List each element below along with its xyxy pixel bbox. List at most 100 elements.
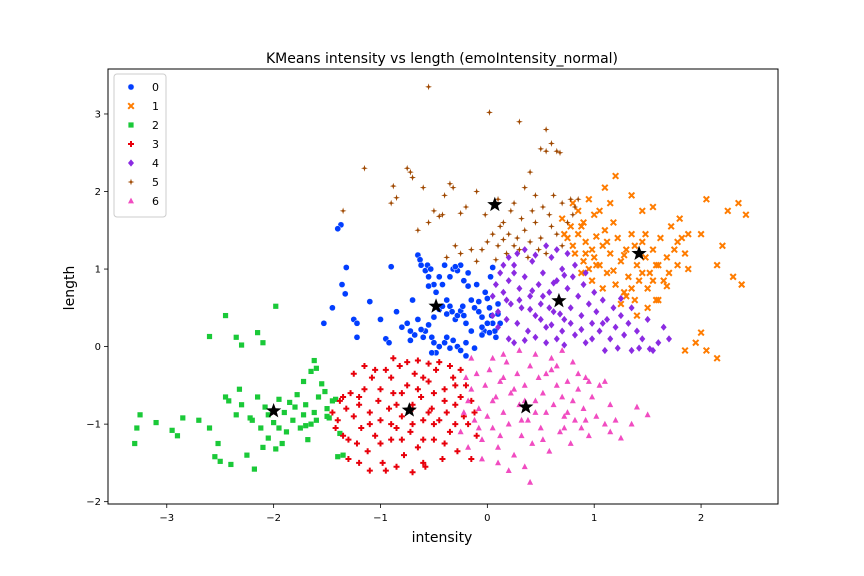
data-point [457,366,464,373]
data-point [527,305,534,313]
data-point [430,436,437,443]
data-point [499,219,507,226]
x-tick-label: 1 [591,513,597,524]
data-point [364,448,371,455]
x-axis: −3 −2 −1 0 1 2 [159,504,704,524]
data-point [614,344,621,352]
data-point [430,313,438,321]
data-point [646,345,653,353]
data-point [334,417,341,424]
data-point [403,319,411,327]
data-point [569,358,576,365]
data-point [441,191,448,199]
data-point [527,292,534,300]
data-point [588,246,596,254]
data-point [589,319,596,327]
data-point [729,273,737,281]
data-point [577,269,585,277]
legend-item: 2 [128,119,159,132]
data-point [590,211,598,219]
data-point [644,284,652,292]
data-point [473,432,480,439]
data-point [553,230,561,238]
data-point [684,265,692,273]
data-point [495,459,502,466]
data-point [646,269,654,277]
data-point [420,436,427,443]
data-point [559,327,566,335]
data-point [420,374,427,381]
data-point [593,412,600,419]
data-point [475,308,483,316]
data-point [499,236,507,243]
data-point [697,230,705,238]
data-point [311,409,317,416]
centroid-star-icon [551,292,567,308]
data-point [535,374,542,381]
data-point [473,188,481,195]
data-point [529,257,536,265]
data-point [596,207,604,215]
data-point [539,269,546,277]
legend-item: 6 [128,195,159,208]
data-point [409,469,416,476]
data-point [473,281,481,288]
data-point [452,401,459,408]
data-point [345,436,352,443]
data-point [543,409,550,415]
centroid-star-icon [518,399,534,414]
data-point [452,421,459,428]
data-point [457,428,464,435]
data-point [644,304,652,312]
data-point [641,253,650,261]
data-point [503,358,510,365]
data-point [393,308,400,316]
data-point [625,319,632,327]
data-point [416,256,424,264]
data-point [338,281,346,288]
data-point [497,378,504,384]
data-point [644,411,651,418]
data-point [428,349,436,357]
data-point [451,242,459,250]
data-point [375,397,382,404]
data-point [390,390,397,397]
data-point [471,409,478,416]
data-point [430,207,438,215]
data-point [521,273,528,281]
data-point [425,219,432,226]
data-point [527,478,534,485]
data-point [255,394,261,400]
data-point [425,378,432,385]
data-point [300,412,307,418]
data-point [599,284,607,292]
data-point [521,381,528,388]
data-point [386,405,393,412]
data-point [489,311,496,320]
data-point [564,378,571,384]
data-point [532,350,539,357]
data-point [390,355,397,362]
data-point [483,238,491,246]
data-point [233,334,239,340]
data-point [574,207,582,215]
data-point [542,126,550,133]
data-point [489,354,496,361]
data-point [462,382,469,389]
data-point [718,242,726,250]
data-point [420,417,427,424]
legend-marker [128,141,134,147]
data-point [441,261,448,269]
data-point [486,109,493,116]
data-point [478,323,486,331]
data-point [612,172,620,180]
data-point [271,419,277,426]
data-point [529,440,536,446]
data-point [483,319,491,327]
data-point [652,296,660,304]
data-point [548,366,555,373]
data-point [479,455,486,462]
series-2 [132,303,346,472]
data-point [433,366,440,373]
